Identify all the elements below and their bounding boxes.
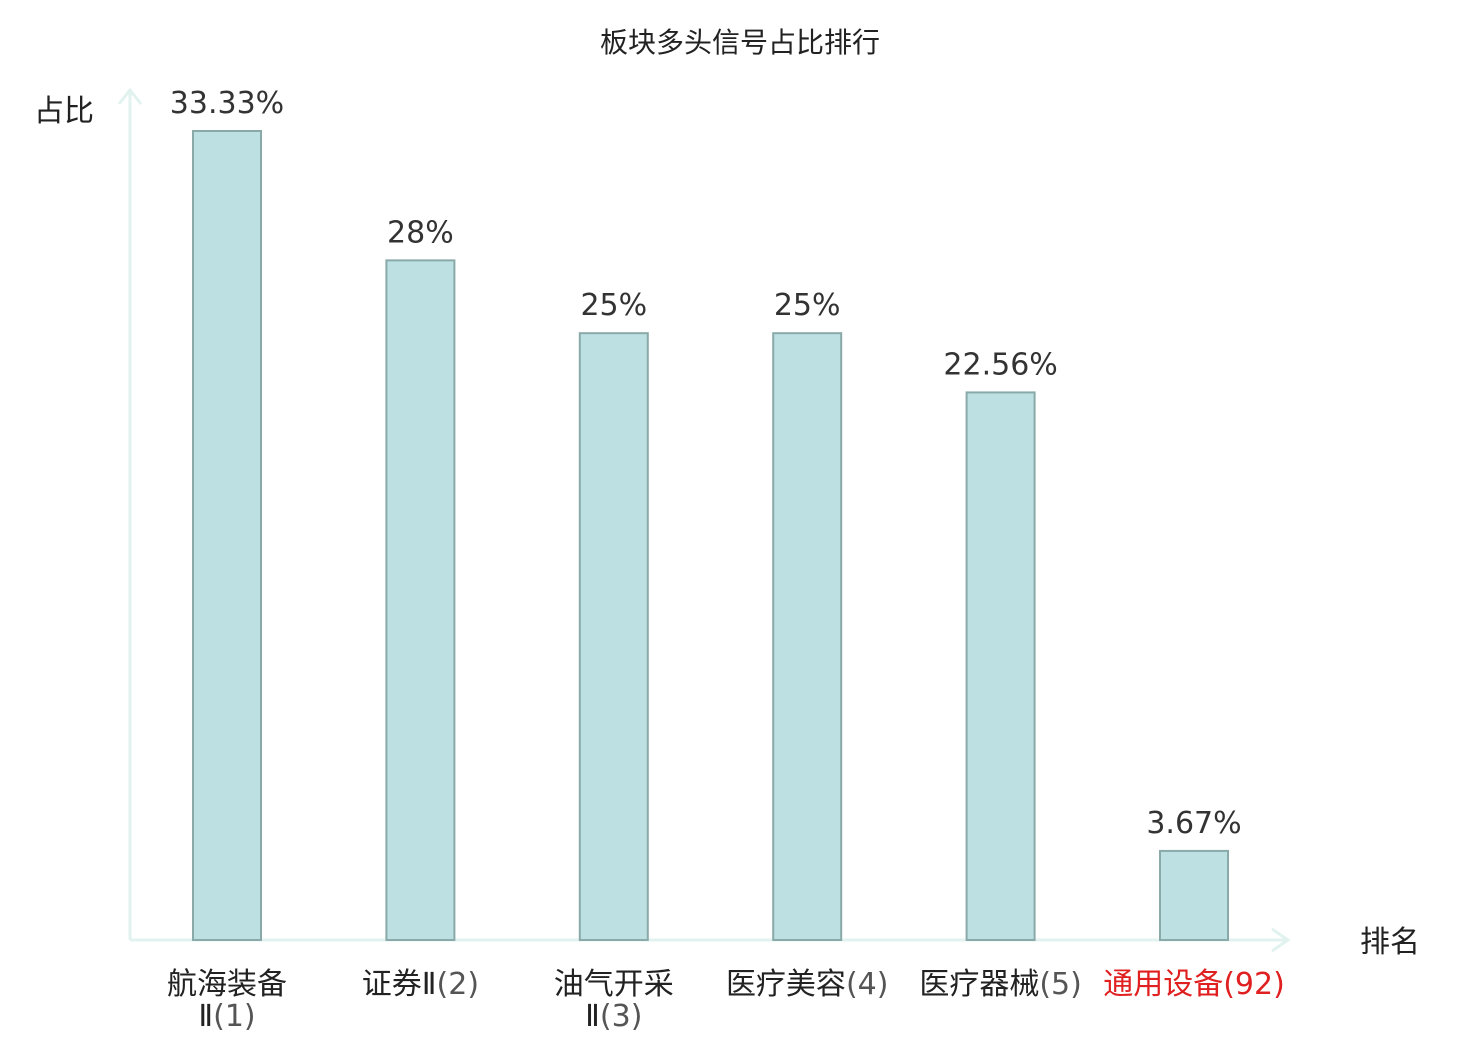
axes	[117, 87, 1291, 953]
category-label-2: 油气开采 Ⅱ(3)	[554, 967, 674, 1034]
x-axis-arrow-icon	[1271, 927, 1291, 953]
category-name-0: 航海装备 Ⅱ	[167, 967, 287, 1034]
value-label-3: 25%	[774, 288, 841, 323]
value-label-0: 33.33%	[170, 86, 284, 121]
bar-2	[578, 332, 649, 941]
category-rank-2: (3)	[600, 999, 643, 1034]
value-label-1: 28%	[387, 215, 454, 250]
category-label-5: 通用设备(92)	[1103, 967, 1285, 1002]
y-axis-arrow-icon	[117, 87, 143, 105]
bar-1	[385, 259, 456, 942]
x-axis-label: 排名	[1360, 925, 1420, 960]
category-label-3: 医疗美容(4)	[726, 967, 889, 1002]
value-labels-group: 33.33% 28% 25% 25% 22.56% 3.67%	[170, 86, 1242, 841]
category-rank-5: (92)	[1223, 967, 1285, 1002]
category-name-1: 证券Ⅱ	[362, 967, 437, 1002]
category-rank-1: (2)	[437, 967, 480, 1002]
bar-4	[965, 391, 1036, 941]
category-label-0: 航海装备 Ⅱ(1)	[167, 967, 287, 1034]
category-name-4: 医疗器械	[919, 967, 1039, 1002]
bar-5	[1159, 849, 1229, 941]
category-label-4: 医疗器械(5)	[919, 967, 1082, 1002]
bars-group	[192, 130, 1229, 942]
category-rank-3: (4)	[846, 967, 889, 1002]
category-label-1: 证券Ⅱ(2)	[362, 967, 479, 1002]
value-label-4: 22.56%	[943, 347, 1057, 382]
category-name-3: 医疗美容	[726, 967, 846, 1002]
category-name-5: 通用设备	[1103, 967, 1223, 1002]
category-rank-0: (1)	[213, 999, 256, 1034]
bar-3	[772, 332, 843, 941]
value-label-2: 25%	[580, 288, 647, 323]
bar-0	[192, 130, 262, 941]
y-axis-label: 占比	[34, 94, 94, 129]
category-rank-4: (5)	[1039, 967, 1082, 1002]
category-labels-group: 航海装备 Ⅱ(1) 证券Ⅱ(2) 油气开采 Ⅱ(3) 医疗美容(4) 医疗器械(5) 通用设备…	[167, 967, 1285, 1034]
chart-title: 板块多头信号占比排行	[600, 26, 880, 59]
category-name-2: 油气开采 Ⅱ	[554, 967, 674, 1034]
value-label-5: 3.67%	[1146, 806, 1241, 841]
